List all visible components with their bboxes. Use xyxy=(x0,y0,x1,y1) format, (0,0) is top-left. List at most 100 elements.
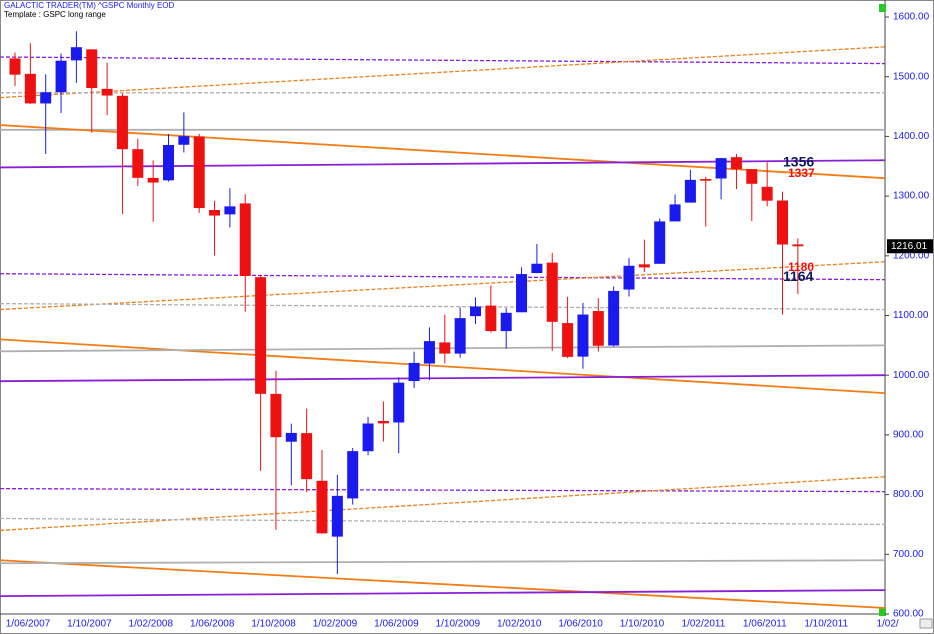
y-tick-label: 1600.00 xyxy=(893,12,930,23)
y-tick-label: 900.00 xyxy=(893,430,924,441)
corner-box xyxy=(919,618,933,629)
candle-body xyxy=(470,306,481,317)
x-tick-label: 1/06/2007 xyxy=(6,619,51,630)
overlay-line xyxy=(0,487,886,493)
last-price-label: 1216.01 xyxy=(891,241,928,252)
candle-body xyxy=(362,423,374,452)
annotation: 1180 xyxy=(788,260,814,274)
candle-body xyxy=(178,136,190,145)
x-tick-label: 1/06/2011 xyxy=(743,619,787,630)
candle-body xyxy=(9,58,21,75)
last-price-box xyxy=(887,239,933,254)
candle-body xyxy=(761,186,773,201)
candle-body xyxy=(700,179,712,181)
x-tick-label: 1/02/2011 xyxy=(682,619,726,630)
y-tick-label: 1400.00 xyxy=(893,131,930,142)
corner-marker xyxy=(879,608,886,616)
candle-body xyxy=(592,311,604,346)
candle-body xyxy=(562,323,574,357)
y-tick-label: 1500.00 xyxy=(893,71,930,82)
candle-body xyxy=(684,179,696,203)
x-tick-label: 1/06/2008 xyxy=(190,619,235,630)
candle-body xyxy=(193,136,205,209)
chart-subtitle: Template : GSPC long range xyxy=(4,10,106,19)
overlay-line xyxy=(0,476,886,532)
candle-body xyxy=(70,47,82,61)
x-tick-label: 1/10/2010 xyxy=(620,619,665,630)
x-tick-label: 1/02/ xyxy=(876,619,898,630)
candle-body xyxy=(439,342,451,354)
candle-body xyxy=(608,290,620,346)
annotation: 1337 xyxy=(788,166,815,180)
candle-body xyxy=(377,420,389,424)
y-tick-label: 1200.00 xyxy=(893,250,930,261)
overlay-line xyxy=(0,261,886,311)
candle-body xyxy=(654,221,666,264)
candle-body xyxy=(132,149,144,178)
x-tick-label: 1/06/2010 xyxy=(558,619,603,630)
overlay-line xyxy=(0,517,886,526)
y-tick-label: 1100.00 xyxy=(893,310,929,321)
candle-body xyxy=(116,95,128,150)
candle-body xyxy=(408,362,420,382)
candle-body xyxy=(546,262,558,322)
overlay-line xyxy=(0,124,886,180)
candle-body xyxy=(101,88,113,96)
candle-body xyxy=(777,200,788,245)
candle-body xyxy=(147,177,159,183)
corner-marker xyxy=(879,4,886,12)
candle-body xyxy=(423,341,435,364)
candle-body xyxy=(669,204,681,222)
candle-body xyxy=(393,382,405,423)
y-tick-label: 700.00 xyxy=(893,549,924,560)
overlay-line xyxy=(0,273,886,281)
candle-body xyxy=(516,274,528,313)
candle-body xyxy=(163,144,174,181)
candle-body xyxy=(331,495,343,537)
annotation: 1356 xyxy=(783,153,814,169)
candle-body xyxy=(270,393,282,438)
overlay-line xyxy=(0,559,886,609)
candle-body xyxy=(577,314,589,357)
overlay-line xyxy=(0,374,886,383)
x-tick-label: 1/10/2009 xyxy=(436,619,481,630)
candle-body xyxy=(316,480,328,534)
overlay-line xyxy=(0,559,886,565)
candle-body xyxy=(347,451,359,499)
x-tick-label: 1/10/2008 xyxy=(251,619,296,630)
overlay-line xyxy=(0,589,886,597)
annotation: 1164 xyxy=(783,268,814,284)
x-tick-label: 1/02/2010 xyxy=(497,619,542,630)
candle-body xyxy=(623,265,635,290)
candle-body xyxy=(715,158,727,179)
x-tick-label: 1/02/2009 xyxy=(313,619,358,630)
candle-body xyxy=(224,206,236,215)
candle-body xyxy=(239,203,251,276)
candle-body xyxy=(638,264,650,268)
overlay-line xyxy=(0,302,886,311)
candle-body xyxy=(285,432,297,442)
chart-title: GALACTIC TRADER(TM) ^GSPC Monthly EOD xyxy=(4,1,175,10)
y-tick-label: 600.00 xyxy=(893,609,924,620)
overlay-line xyxy=(0,56,886,65)
y-tick-label: 800.00 xyxy=(893,489,924,500)
x-tick-label: 1/10/2011 xyxy=(804,619,848,630)
candle-body xyxy=(500,312,512,332)
y-tick-label: 1300.00 xyxy=(893,191,930,202)
x-tick-label: 1/06/2009 xyxy=(374,619,419,630)
candle-body xyxy=(301,433,313,480)
candle-body xyxy=(454,318,466,354)
candle-body xyxy=(792,244,804,247)
candle-body xyxy=(86,49,98,88)
y-tick-label: 1000.00 xyxy=(893,370,930,381)
candle-body xyxy=(40,92,52,104)
x-tick-label: 1/10/2007 xyxy=(67,619,112,630)
candle-body xyxy=(24,73,36,104)
x-tick-label: 1/02/2008 xyxy=(129,619,174,630)
candle-body xyxy=(485,305,497,332)
candle-body xyxy=(746,169,758,184)
candle-body xyxy=(55,60,67,93)
overlay-line xyxy=(0,46,886,99)
